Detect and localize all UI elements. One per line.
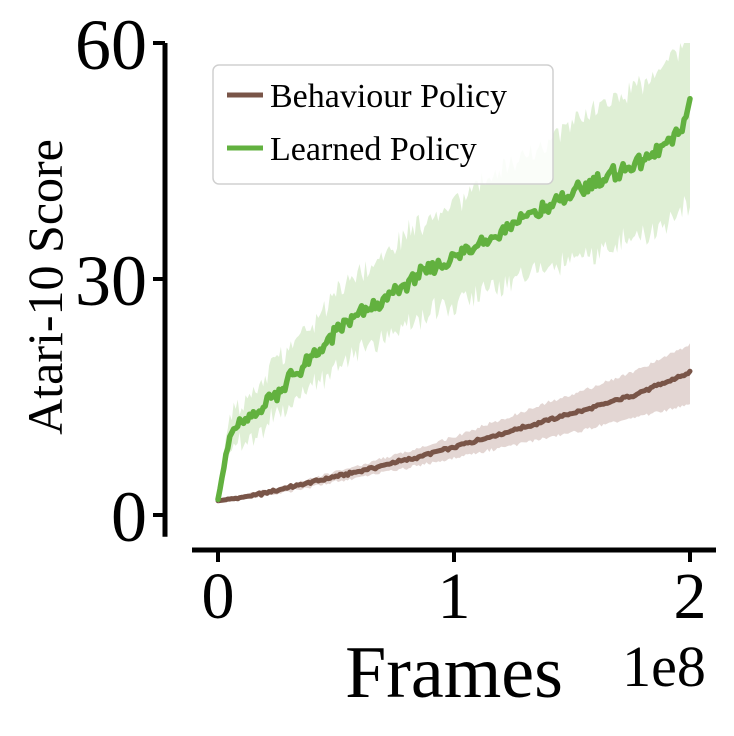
series-line-behaviour: [215, 368, 693, 504]
legend-label-learned: Learned Policy: [270, 131, 477, 168]
legend-label-behaviour: Behaviour Policy: [270, 78, 507, 115]
x-tick-label: 1: [438, 560, 471, 633]
series-line-learned: [215, 95, 693, 503]
x-tick-label: 2: [674, 560, 707, 633]
x-ticks: 0 1 2: [202, 550, 707, 633]
x-offset-text: 1e8: [622, 634, 706, 699]
x-tick-label: 0: [202, 560, 235, 633]
y-tick-label: 0: [111, 477, 147, 557]
series-band-learned: [218, 43, 690, 504]
y-axis-label: Atari-10 Score: [17, 139, 73, 435]
series-band-behaviour: [218, 343, 690, 503]
legend: Behaviour Policy Learned Policy: [212, 64, 554, 185]
y-tick-label: 30: [75, 241, 147, 321]
x-axis-label: Frames: [345, 632, 563, 714]
y-tick-label: 60: [75, 5, 147, 85]
y-ticks: 0 30 60: [75, 5, 165, 557]
plot-area: [215, 43, 693, 504]
legend-frame: [212, 64, 554, 185]
